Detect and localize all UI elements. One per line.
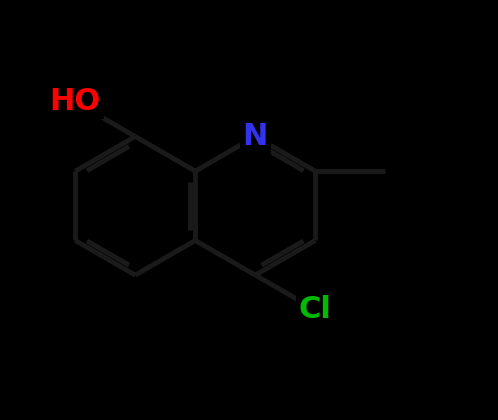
Text: HO: HO [50,87,101,116]
Text: Cl: Cl [299,295,332,324]
Text: N: N [243,122,268,151]
